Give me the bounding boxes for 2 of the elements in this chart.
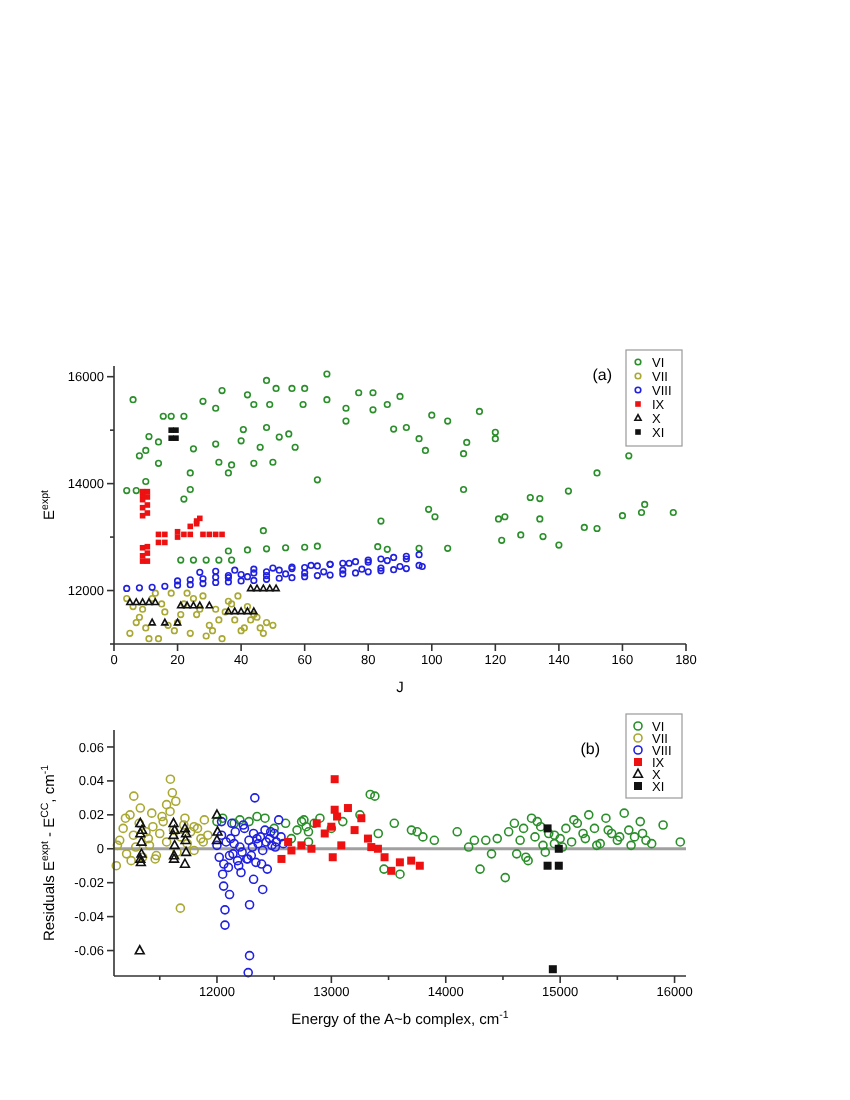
annotation: (a) bbox=[592, 366, 613, 384]
annotation: (b) bbox=[580, 740, 601, 758]
